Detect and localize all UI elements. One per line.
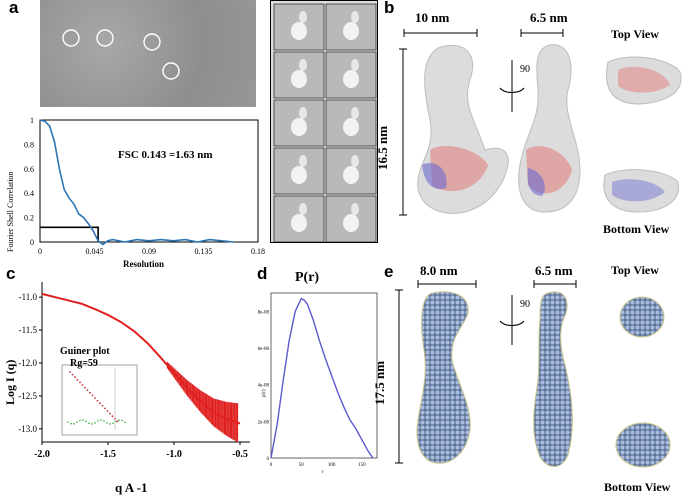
saxs-ytick-label: -13.0 [18, 424, 37, 434]
pr-xtick-label: 150 [358, 463, 366, 468]
saxs-series-line [41, 292, 241, 425]
bead-model-front [416, 291, 471, 464]
pr-xtick-label: 50 [299, 463, 305, 468]
class-averages-grid [270, 0, 378, 243]
pr-xtick-label: 100 [328, 463, 336, 468]
fsc-threshold-line [40, 226, 99, 242]
class-average-tile [325, 147, 377, 195]
bottom-view-map [603, 169, 680, 213]
saxs-xtick-label: -2.0 [34, 449, 50, 460]
saxs-chart: Log I (q) -11.0 -11.5 -12.0 -12.5 -13.0 -2.0… [3, 282, 250, 495]
pr-series-line [270, 297, 374, 459]
particle-circle [96, 29, 114, 47]
saxs-xtick-label: -1.0 [166, 449, 182, 460]
rotation-label-e: 90 [520, 299, 530, 310]
bead-top-view [619, 296, 665, 338]
fsc-xtick-label: 0.09 [142, 247, 156, 256]
guinier-rg: Rg=59 [70, 358, 98, 369]
particle-circle [162, 62, 180, 80]
particle-circle [62, 29, 80, 47]
rotation-label: 90 [520, 64, 530, 75]
panel-letter-a: a [9, 0, 19, 17]
dim-height-label-e: 17.5 nm [372, 360, 387, 405]
particle-circle [143, 33, 161, 51]
fsc-xtick-label: 0.18 [251, 247, 265, 256]
fsc-ytick-label: 0.2 [24, 214, 34, 223]
panel-letter-c: c [6, 264, 16, 283]
bottom-view-label-e: Bottom View [604, 480, 671, 494]
fsc-ytick-label: 0.8 [24, 140, 34, 149]
fsc-ytick-label: 0.6 [24, 165, 34, 174]
fsc-annotation: FSC 0.143 =1.63 nm [118, 149, 213, 161]
dim-width-label-e: 8.0 nm [420, 263, 458, 278]
panel-letter-d: d [257, 264, 268, 283]
fsc-ytick-label: 0 [30, 238, 34, 247]
fsc-chart: Fourier Shell Correlation 0 0.2 0.4 0.6 0.8 1… [6, 116, 265, 269]
fsc-series-line [39, 119, 234, 246]
saxs-xtick-label: -1.5 [100, 449, 116, 460]
dim-width2-label-e: 6.5 nm [535, 263, 573, 278]
fsc-ylabel: Fourier Shell Correlation [6, 172, 15, 252]
saxs-ytick-label: -11.0 [19, 292, 38, 302]
fsc-xlabel: Resolution [123, 259, 164, 269]
saxs-xtick-label: -0.5 [232, 449, 248, 460]
pr-ytick-label: 2e-08 [258, 420, 270, 425]
saxs-ytick-label: -12.0 [18, 358, 37, 368]
saxs-ytick-label: -11.5 [19, 325, 38, 335]
fsc-xtick-label: 0.135 [195, 247, 213, 256]
pr-chart: p(r) 0 2e-08 4e-08 6e-08 8e-08 0 50 100 150 r [258, 292, 378, 475]
top-view-label-e: Top View [611, 263, 659, 277]
pr-ylabel: p(r) [262, 389, 267, 397]
saxs-ytick-label: -12.5 [18, 391, 37, 401]
top-view-label: Top View [611, 27, 659, 41]
saxs-xlabel: q A -1 [115, 480, 148, 495]
fsc-xtick-label: 0.045 [86, 247, 104, 256]
panel-letter-b: b [384, 0, 395, 17]
pr-title: P(r) [295, 270, 320, 285]
saxs-ylabel: Log I (q) [3, 360, 17, 405]
pr-ytick-label: 6e-08 [258, 347, 270, 352]
panel-letter-e: e [384, 262, 394, 281]
fsc-xtick-label: 0 [38, 247, 42, 256]
bottom-view-label: Bottom View [603, 222, 670, 236]
pr-ytick-label: 0 [267, 457, 270, 462]
bead-bottom-view [615, 422, 671, 468]
dim-width-label: 10 nm [415, 10, 450, 25]
panel-e-figure: 90 [395, 280, 671, 468]
micrograph-image [40, 0, 256, 107]
pr-xlabel: r [322, 470, 324, 475]
panel-b-figure: 90 [399, 29, 682, 216]
pr-ytick-label: 8e-08 [258, 310, 270, 315]
bead-model-side [533, 291, 573, 467]
dim-height-label: 16.5 nm [375, 125, 390, 170]
pr-xtick-label: 0 [270, 463, 273, 468]
fsc-ytick-label: 1 [30, 116, 34, 125]
dim-width2-label: 6.5 nm [530, 10, 568, 25]
fsc-ytick-label: 0.4 [24, 189, 34, 198]
guinier-title: Guiner plot [60, 346, 110, 357]
pr-ytick-label: 4e-08 [258, 384, 270, 389]
